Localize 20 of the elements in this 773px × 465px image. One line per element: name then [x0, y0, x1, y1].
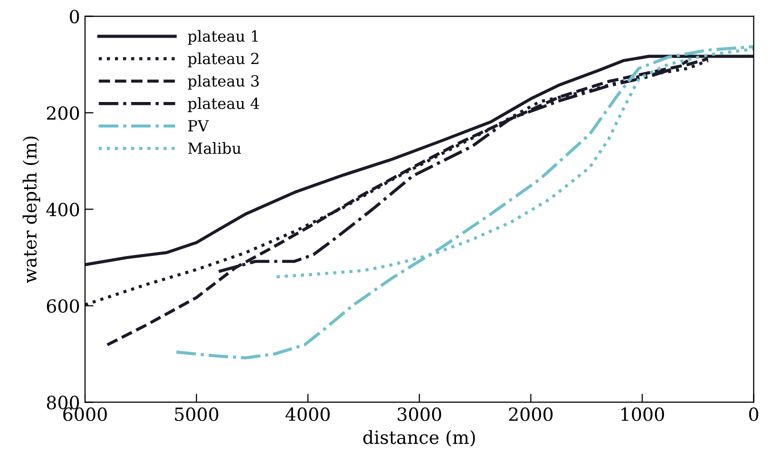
y-tick-label: 400 [46, 202, 79, 216]
x-tick-label: 3000 [398, 407, 442, 422]
y-tick-label: 800 [46, 396, 79, 410]
y-tick-label: 600 [46, 299, 79, 313]
legend-label: plateau 1 [188, 30, 258, 45]
legend-label: plateau 2 [188, 52, 258, 68]
x-tick-label: 4000 [285, 407, 330, 422]
x-tick-label: 1000 [621, 407, 664, 422]
x-axis-title: distance (m) [363, 430, 475, 447]
legend-label: PV [188, 120, 209, 132]
x-tick-label: 0 [749, 407, 758, 422]
y-axis-title: water depth (m) [22, 136, 40, 284]
legend-label: plateau 3 [188, 74, 259, 90]
x-tick-label: 2000 [509, 407, 553, 422]
y-tick-label: 0 [70, 10, 79, 24]
x-tick-label: 6000 [63, 407, 107, 422]
legend-label: Malibu [188, 142, 241, 154]
y-tick-label: 200 [46, 106, 79, 120]
x-tick-label: 5000 [175, 407, 218, 422]
legend-label: plateau 4 [188, 97, 260, 112]
